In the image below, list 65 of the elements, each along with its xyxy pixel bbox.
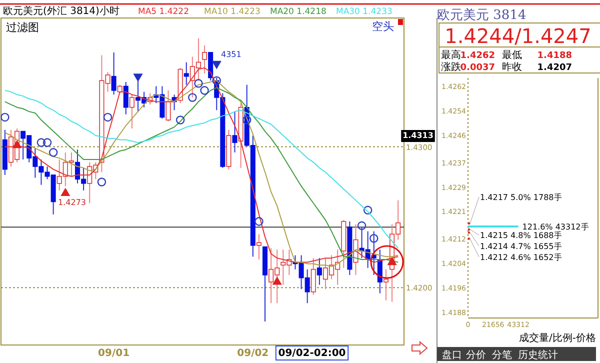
annotation: 1.4313 xyxy=(402,131,434,140)
annotation: 过滤图 xyxy=(6,21,39,34)
point xyxy=(272,276,282,285)
candlestick xyxy=(166,90,171,122)
x-axis-title: 成交量/比例-价格 xyxy=(519,332,596,344)
text: 最高 xyxy=(441,49,461,61)
text: 1.4262 xyxy=(460,51,495,61)
data-label: 121.6% 43312手 xyxy=(522,222,589,232)
point xyxy=(103,112,112,122)
text: 最低 xyxy=(502,50,522,61)
text: 昨收 xyxy=(502,61,522,73)
point xyxy=(97,178,106,186)
text: 1.4244/1.4247 xyxy=(444,24,592,48)
text: 09/02-02:00 xyxy=(278,348,346,359)
annotation: 1.4273 xyxy=(58,198,86,207)
annotation: 空头 xyxy=(372,20,394,33)
text: 分笔 xyxy=(492,349,512,361)
point xyxy=(0,112,10,122)
text: 1.4188 xyxy=(537,51,572,61)
text: 0.0037 xyxy=(460,63,495,73)
candlestick xyxy=(123,81,128,115)
point xyxy=(363,206,372,215)
text: MA10 1.4223 xyxy=(204,7,260,17)
point xyxy=(133,74,143,82)
candlestick xyxy=(232,111,238,153)
x-tick-label: 09/01 xyxy=(98,348,130,359)
point xyxy=(254,217,264,226)
point xyxy=(369,234,378,243)
candlestick xyxy=(316,258,322,286)
candlestick xyxy=(68,152,74,177)
text: 分价 xyxy=(466,349,486,361)
annotation: 4351 xyxy=(221,50,242,59)
point xyxy=(176,116,185,124)
text: 历史统计 xyxy=(518,349,558,361)
data-label: 1.4215 4.8% 1688手 xyxy=(480,231,562,240)
point xyxy=(357,221,366,230)
point xyxy=(212,60,222,70)
candlestick xyxy=(256,234,262,260)
candlestick xyxy=(111,52,116,96)
point xyxy=(60,188,70,196)
point xyxy=(188,93,197,102)
data-label: 1.4212 4.6% 1652手 xyxy=(480,253,562,262)
point xyxy=(242,116,252,124)
bar xyxy=(468,225,518,228)
x-tick-label: 09/02 xyxy=(237,348,269,359)
candlestick xyxy=(184,62,189,86)
text: 盘口 xyxy=(442,349,462,361)
text: MA20 1.4218 xyxy=(270,7,326,17)
data-label: 1.4217 5.0% 1788手 xyxy=(480,193,562,202)
data-label: 1.4214 4.7% 1655手 xyxy=(480,242,562,251)
candlestick xyxy=(129,94,134,129)
text: 1.4207 xyxy=(537,63,572,73)
text: 欧元美元 3814 xyxy=(437,7,526,23)
point xyxy=(194,79,203,88)
point xyxy=(212,76,222,85)
point xyxy=(12,140,22,148)
text: MA30 1.4233 xyxy=(336,7,392,17)
text: 涨跌 xyxy=(441,61,461,73)
chart-title: 欧元美元(外汇 3814)小时 xyxy=(3,5,120,17)
point xyxy=(36,138,46,147)
point xyxy=(48,148,58,157)
point xyxy=(200,86,209,95)
candlestick xyxy=(383,268,388,301)
text: MA5 1.4222 xyxy=(138,7,189,17)
point xyxy=(42,138,52,147)
